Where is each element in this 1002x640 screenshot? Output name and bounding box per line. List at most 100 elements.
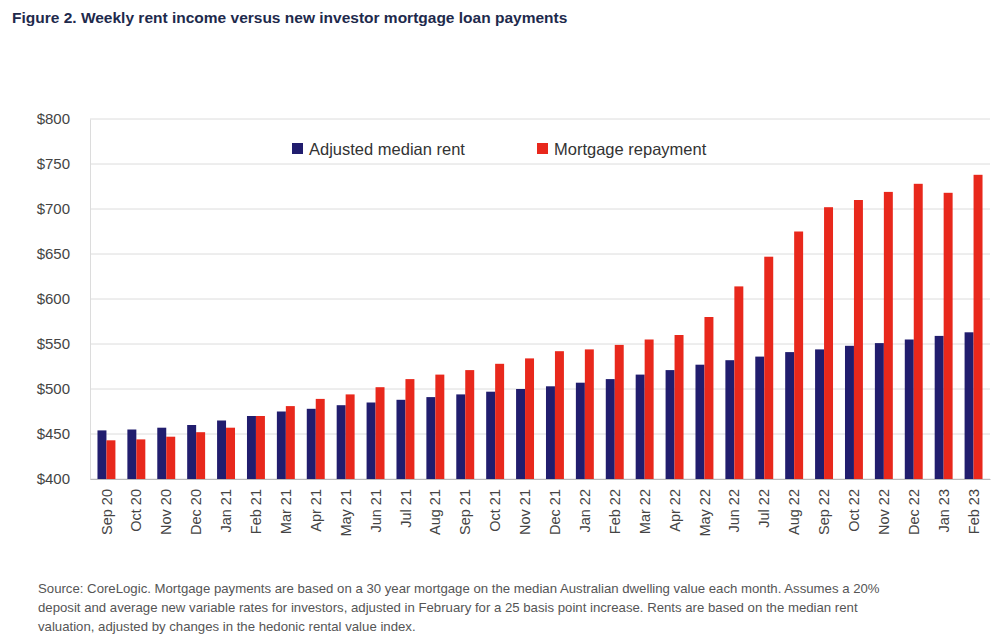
- x-tick-label: Sep 20: [99, 489, 115, 535]
- x-tick-label: Jul 21: [398, 489, 414, 528]
- bar: [875, 343, 884, 479]
- bar: [316, 399, 325, 479]
- x-tick: Apr 22: [667, 479, 683, 532]
- bar: [307, 409, 316, 479]
- x-axis-line: [91, 479, 991, 480]
- legend-item: Mortgage repayment: [537, 140, 707, 158]
- x-tick: Mar 22: [637, 479, 653, 534]
- plot: $400$450$500$550$600$650$700$750$800Sep …: [37, 110, 991, 536]
- x-tick: Apr 21: [308, 479, 324, 532]
- bar-series: [97, 332, 973, 479]
- x-tick-label: Aug 21: [427, 489, 443, 535]
- grid: [90, 119, 990, 479]
- x-tick: Aug 21: [427, 479, 443, 535]
- x-tick-label: Jan 23: [936, 489, 952, 533]
- bar: [695, 365, 704, 479]
- bar: [764, 257, 773, 479]
- bar: [824, 207, 833, 479]
- bar: [854, 200, 863, 479]
- x-tick-label: Oct 21: [487, 489, 503, 532]
- x-tick-label: Dec 20: [188, 489, 204, 535]
- bar: [576, 383, 585, 479]
- y-tick-label: $750: [37, 155, 70, 172]
- x-tick-label: Feb 21: [248, 489, 264, 534]
- bar: [516, 389, 525, 479]
- x-tick: Feb 21: [248, 479, 264, 534]
- bar: [884, 192, 893, 479]
- y-tick-label: $500: [37, 380, 70, 397]
- y-tick: $400: [37, 470, 90, 487]
- y-tick: $800: [37, 110, 90, 127]
- bar: [845, 346, 854, 479]
- bar: [247, 416, 256, 479]
- x-tick: Nov 21: [517, 479, 533, 535]
- x-tick: Dec 21: [547, 479, 563, 535]
- legend-item: Adjusted median rent: [292, 140, 465, 158]
- bar: [914, 184, 923, 479]
- annotation: deposit and average new variable rates f…: [38, 600, 858, 615]
- x-tick-label: Jul 22: [756, 489, 772, 528]
- bar: [435, 375, 444, 479]
- x-tick-label: Mar 21: [278, 489, 294, 534]
- bar: [675, 335, 684, 479]
- chart: Figure 2. Weekly rent income versus new …: [0, 0, 1002, 640]
- bar: [944, 193, 953, 479]
- bar: [486, 392, 495, 479]
- legend-label: Mortgage repayment: [554, 140, 707, 158]
- x-tick-label: Dec 22: [906, 489, 922, 535]
- bar: [256, 416, 265, 479]
- x-tick-label: Sep 22: [816, 489, 832, 535]
- bar: [367, 403, 376, 480]
- legend-swatch: [292, 143, 303, 154]
- bar: [734, 286, 743, 479]
- x-tick-label: Jan 22: [577, 489, 593, 533]
- y-tick: $650: [37, 245, 90, 262]
- bar: [495, 364, 504, 479]
- x-tick: Sep 22: [816, 479, 832, 535]
- bar: [456, 394, 465, 479]
- x-tick-label: Sep 21: [457, 489, 473, 535]
- bar: [755, 357, 764, 479]
- y-tick: $750: [37, 155, 90, 172]
- bar: [815, 349, 824, 479]
- x-tick-label: Apr 21: [308, 489, 324, 532]
- x-tick: Jan 23: [936, 479, 952, 533]
- bar: [286, 406, 295, 479]
- x-tick: Oct 21: [487, 479, 503, 532]
- y-tick: $700: [37, 200, 90, 217]
- x-tick-label: Aug 22: [786, 489, 802, 535]
- bar: [905, 340, 914, 480]
- bar: [725, 360, 734, 479]
- grid-line: [90, 119, 990, 120]
- bar: [546, 386, 555, 479]
- x-tick: Sep 21: [457, 479, 473, 535]
- bar: [217, 421, 226, 480]
- bar: [525, 358, 534, 479]
- bar: [127, 430, 136, 480]
- y-tick: $450: [37, 425, 90, 442]
- y-tick-label: $700: [37, 200, 70, 217]
- bar: [337, 405, 346, 479]
- x-tick-label: Mar 22: [637, 489, 653, 534]
- bar: [666, 370, 675, 479]
- bar: [196, 432, 205, 479]
- bar: [555, 351, 564, 479]
- bars: [97, 175, 982, 479]
- bar: [974, 175, 983, 479]
- bar: [396, 400, 405, 479]
- x-axis: Sep 20Oct 20Nov 20Dec 20Jan 21Feb 21Mar …: [91, 479, 991, 537]
- legend: Adjusted median rent Mortgage repayment: [292, 140, 707, 158]
- bar-series: [106, 175, 982, 479]
- bar: [636, 375, 645, 479]
- x-tick-label: Oct 22: [846, 489, 862, 532]
- x-tick-label: Feb 22: [607, 489, 623, 534]
- bar: [226, 428, 235, 479]
- x-tick: Dec 22: [906, 479, 922, 535]
- x-tick-label: Nov 20: [158, 489, 174, 535]
- x-tick-label: Oct 20: [128, 489, 144, 532]
- x-tick-label: Apr 22: [667, 489, 683, 532]
- bar: [346, 394, 355, 479]
- y-tick-label: $800: [37, 110, 70, 127]
- grid-line: [90, 164, 990, 165]
- x-tick-label: Nov 21: [517, 489, 533, 535]
